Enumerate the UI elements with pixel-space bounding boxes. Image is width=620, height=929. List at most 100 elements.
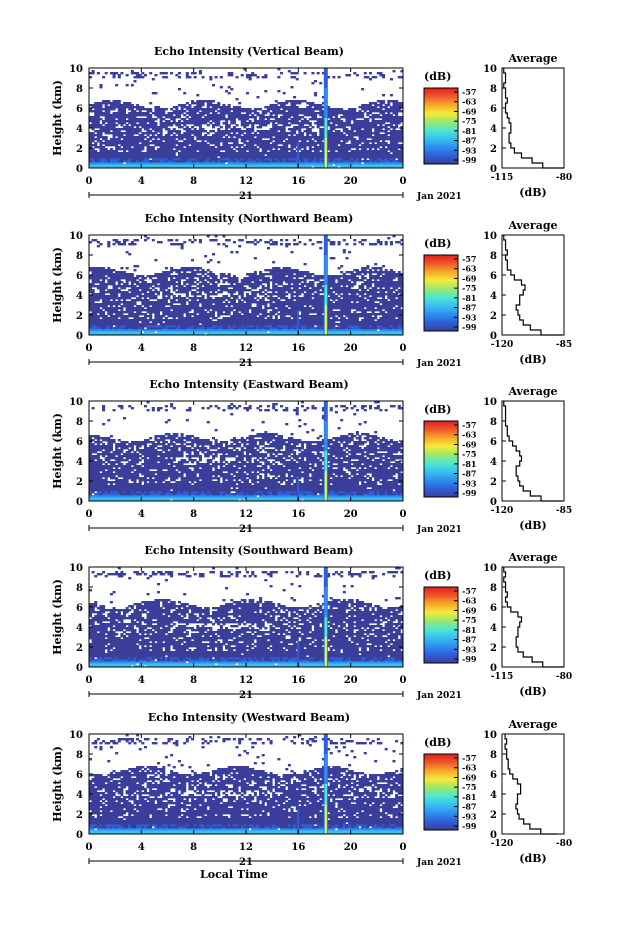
- echo-cell: [126, 124, 129, 126]
- echo-cell: [212, 84, 215, 86]
- echo-cell: [209, 146, 212, 148]
- echo-cell: [181, 134, 184, 136]
- echo-cell: [188, 118, 191, 120]
- echo-cell: [175, 156, 178, 158]
- echo-cell: [204, 134, 207, 136]
- echo-cell: [139, 134, 142, 136]
- echo-cell: [246, 128, 249, 130]
- echo-cell: [126, 74, 129, 76]
- echo-cell: [154, 92, 157, 94]
- echo-cell: [251, 110, 254, 112]
- echo-cell: [241, 148, 244, 150]
- echo-cell: [133, 136, 136, 138]
- echo-cell: [126, 102, 129, 104]
- echo-cell: [162, 122, 165, 124]
- echo-cell: [264, 110, 267, 112]
- echo-cell: [264, 106, 267, 108]
- echo-cell: [254, 108, 257, 110]
- echo-cell: [144, 108, 147, 110]
- echo-cell: [178, 76, 181, 78]
- echo-cell: [254, 116, 257, 118]
- echo-cell: [141, 152, 144, 154]
- echo-cell: [162, 118, 165, 120]
- echo-cell: [113, 150, 116, 152]
- echo-cell: [194, 72, 197, 74]
- echo-cell: [183, 118, 186, 120]
- echo-cell: [178, 72, 181, 74]
- echo-cell: [254, 132, 257, 134]
- echo-cell: [230, 144, 233, 146]
- echo-cell: [99, 118, 102, 120]
- echo-cell: [186, 120, 189, 122]
- echo-cell: [149, 160, 152, 162]
- echo-cell: [102, 142, 105, 144]
- echo-cell: [283, 102, 286, 104]
- echo-cell: [236, 98, 239, 100]
- echo-cell: [215, 132, 218, 134]
- echo-cell: [256, 96, 259, 98]
- echo-cell: [144, 132, 147, 134]
- echo-cell: [97, 130, 100, 132]
- echo-cell: [131, 104, 134, 106]
- echo-intensity-figure: Echo Intensity (Vertical Beam)0 4 8 12 16 20 0…: [0, 0, 620, 929]
- echo-cell: [264, 90, 267, 92]
- echo-cell: [280, 116, 283, 118]
- echo-cell: [272, 116, 275, 118]
- echo-cell: [94, 138, 97, 140]
- echo-cell: [105, 124, 108, 126]
- echo-cell: [126, 84, 129, 86]
- echo-cell: [280, 146, 283, 148]
- echo-cell: [272, 150, 275, 152]
- echo-cell: [241, 144, 244, 146]
- echo-cell: [262, 140, 265, 142]
- echo-cell: [283, 142, 286, 144]
- echo-cell: [196, 94, 199, 96]
- echo-cell: [152, 118, 155, 120]
- echo-cell: [120, 128, 123, 130]
- echo-cell: [120, 152, 123, 154]
- echo-cell: [212, 124, 215, 126]
- echo-cell: [199, 100, 202, 102]
- echo-cell: [136, 104, 139, 106]
- echo-cell: [181, 122, 184, 124]
- echo-cell: [144, 140, 147, 142]
- echo-cell: [275, 104, 278, 106]
- echo-cell: [272, 142, 275, 144]
- echo-cell: [183, 110, 186, 112]
- echo-cell: [249, 116, 252, 118]
- echo-cell: [92, 110, 95, 112]
- echo-cell: [236, 152, 239, 154]
- echo-cell: [113, 72, 116, 74]
- echo-cell: [277, 126, 280, 128]
- echo-cell: [202, 128, 205, 130]
- echo-cell: [259, 108, 262, 110]
- echo-cell: [152, 112, 155, 114]
- echo-cell: [241, 74, 244, 76]
- echo-cell: [236, 128, 239, 130]
- echo-cell: [102, 112, 105, 114]
- echo-cell: [230, 148, 233, 150]
- echo-cell: [277, 150, 280, 152]
- echo-cell: [233, 106, 236, 108]
- echo-cell: [202, 100, 205, 102]
- echo-cell: [133, 128, 136, 130]
- echo-cell: [136, 136, 139, 138]
- echo-cell: [120, 132, 123, 134]
- echo-cell: [165, 120, 168, 122]
- echo-cell: [183, 92, 186, 94]
- echo-cell: [202, 136, 205, 138]
- echo-cell: [207, 144, 210, 146]
- echo-cell: [186, 72, 189, 74]
- echo-cell: [115, 72, 118, 74]
- echo-cell: [238, 144, 241, 146]
- echo-cell: [222, 138, 225, 140]
- echo-cell: [202, 76, 205, 78]
- echo-cell: [141, 106, 144, 108]
- echo-cell: [97, 102, 100, 104]
- echo-cell: [272, 120, 275, 122]
- echo-cell: [102, 76, 105, 78]
- echo-cell: [144, 112, 147, 114]
- echo-cell: [178, 88, 181, 90]
- echo-cell: [139, 118, 142, 120]
- echo-cell: [183, 140, 186, 142]
